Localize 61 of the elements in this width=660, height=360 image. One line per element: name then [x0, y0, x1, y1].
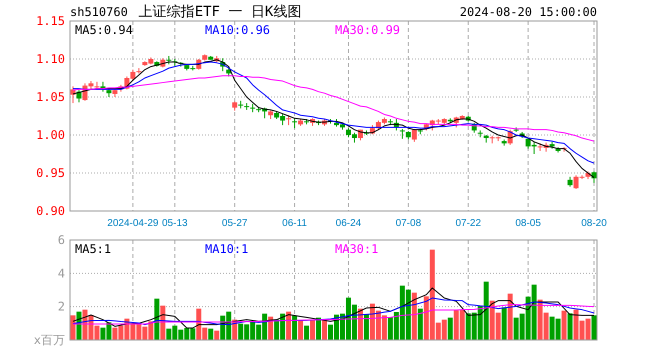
- bar: [562, 310, 567, 340]
- bar: [508, 294, 513, 340]
- y-tick-label: x百万: [34, 333, 65, 347]
- y-tick-label: 0.90: [36, 204, 65, 218]
- y-tick-label: 1.05: [36, 90, 65, 104]
- y-tick-label: 1.15: [36, 14, 65, 28]
- bar: [292, 316, 298, 340]
- bar: [448, 318, 453, 340]
- x-tick-label: 06-24: [336, 218, 362, 229]
- y-tick-label: 6: [58, 233, 65, 247]
- text: MA5:1: [75, 242, 112, 256]
- x-tick-label: 2024-04-29: [107, 218, 159, 229]
- text: MA10:0.96: [205, 23, 270, 37]
- x-tick-label: 05-13: [162, 218, 188, 229]
- bar: [208, 328, 214, 340]
- text: MA10:1: [205, 242, 248, 256]
- chart-subtitle: 2024-08-20 15:00:00: [460, 5, 597, 19]
- line-series: [72, 298, 595, 326]
- bar: [322, 320, 328, 340]
- text: MA5:0.94: [75, 23, 133, 37]
- bar: [502, 307, 507, 340]
- bar: [412, 292, 417, 340]
- x-tick-label: 07-08: [396, 218, 422, 229]
- chart-title: 上证综指ETF 一 日K线图: [138, 4, 302, 20]
- candlestick: [592, 170, 597, 184]
- bar: [214, 330, 220, 340]
- y-tick-label: 1.00: [36, 128, 65, 142]
- y-tick-label: 0.95: [36, 166, 65, 180]
- bar: [592, 315, 597, 340]
- x-tick-label: 08-05: [515, 218, 542, 229]
- line-series: [72, 304, 595, 324]
- bar: [310, 320, 316, 340]
- candlestick: [400, 128, 405, 140]
- bar: [160, 306, 166, 340]
- bar: [304, 326, 310, 340]
- bar: [70, 315, 76, 340]
- y-tick-label: 1.10: [36, 52, 65, 66]
- bar: [286, 312, 292, 340]
- bar: [568, 313, 573, 340]
- x-tick-label: 07-22: [455, 218, 482, 229]
- candlestick: [412, 128, 417, 142]
- text: MA30:0.99: [335, 23, 400, 37]
- bar: [298, 320, 304, 340]
- y-tick-label: 2: [58, 300, 65, 314]
- text: MA30:1: [335, 242, 378, 256]
- candlestick: [568, 176, 573, 188]
- x-tick-label: 05-27: [222, 218, 248, 229]
- candlestick: [292, 118, 298, 129]
- bar: [364, 314, 369, 340]
- y-tick-label: 4: [58, 266, 65, 280]
- line-series: [72, 288, 595, 328]
- x-tick-label: 08-20: [581, 218, 608, 229]
- text: sh510760: [70, 5, 128, 19]
- candlestick: [286, 114, 292, 126]
- candlestick: [232, 101, 238, 112]
- x-tick-label: 06-11: [282, 218, 308, 229]
- bar: [154, 298, 160, 340]
- bar: [418, 308, 423, 340]
- bar: [316, 318, 322, 340]
- bar: [268, 316, 274, 340]
- line-series: [72, 75, 595, 142]
